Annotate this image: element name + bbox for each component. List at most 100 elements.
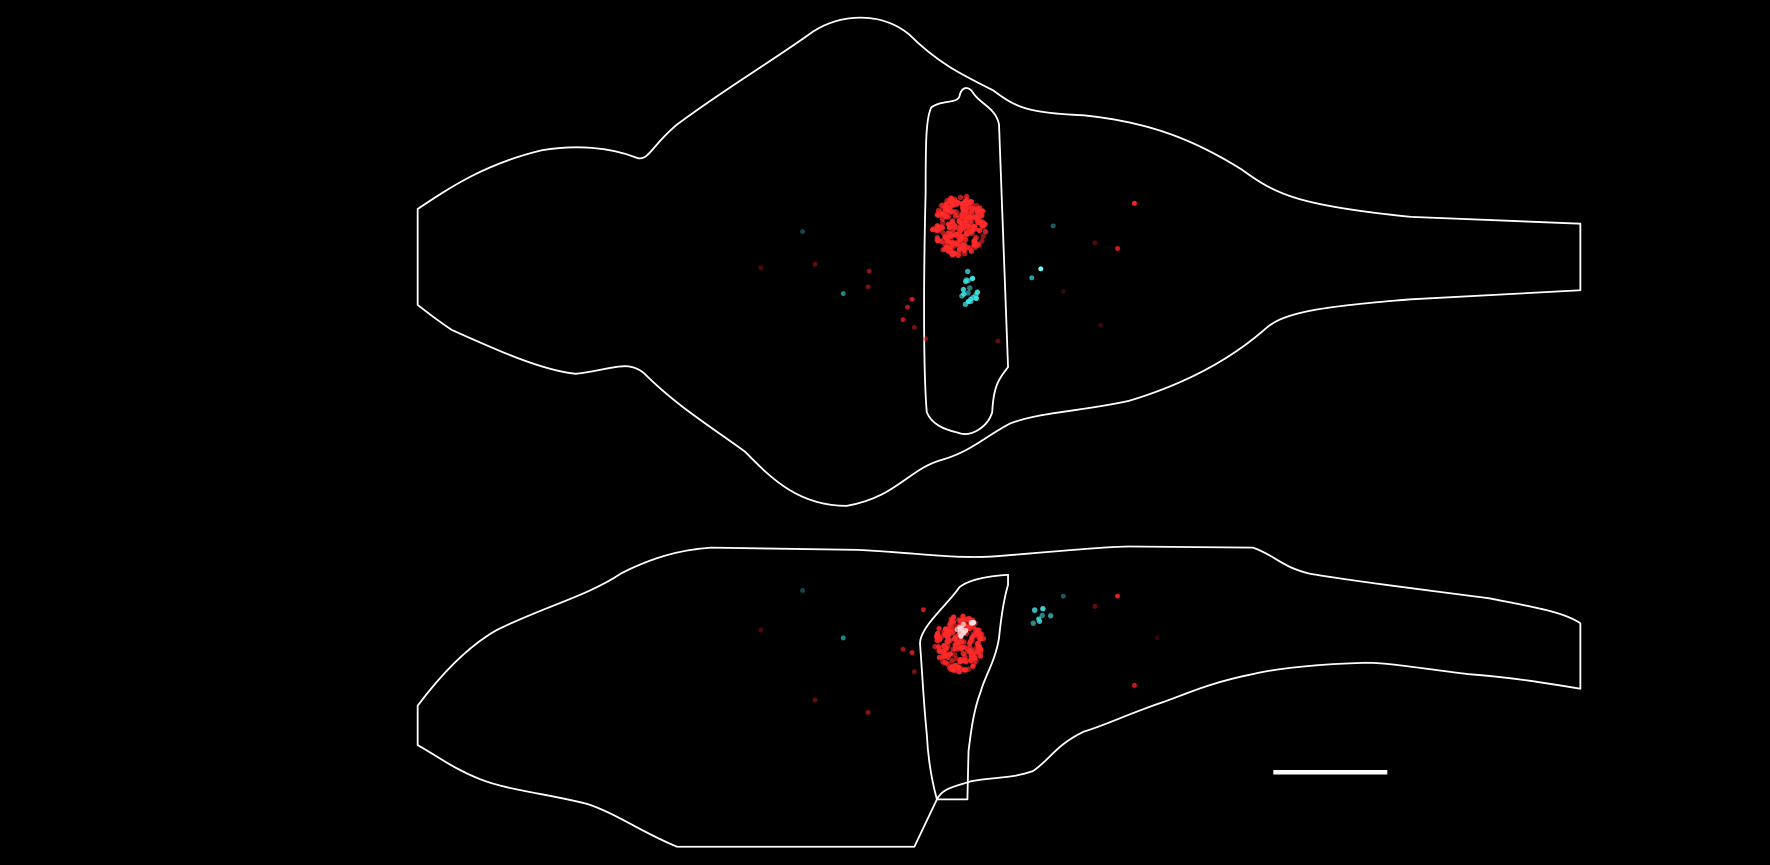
cell	[1031, 607, 1038, 613]
cell	[940, 230, 947, 236]
cell	[959, 201, 965, 207]
cell	[949, 239, 956, 245]
cell	[957, 233, 964, 239]
cell	[950, 646, 956, 653]
cell	[1092, 603, 1098, 609]
cell	[961, 667, 967, 673]
cell	[1029, 275, 1035, 281]
cell	[1092, 240, 1098, 246]
cell	[1039, 612, 1045, 619]
cell	[966, 640, 973, 647]
cell	[905, 304, 911, 310]
cell	[945, 238, 952, 245]
cell	[947, 620, 954, 626]
cell	[938, 238, 944, 245]
cell	[944, 207, 951, 213]
cell	[812, 261, 818, 267]
cell	[758, 265, 764, 271]
cell	[951, 196, 958, 203]
lateral-region	[919, 573, 1009, 801]
cell	[945, 214, 952, 220]
cell	[965, 290, 971, 296]
cell	[840, 635, 846, 641]
cell	[965, 214, 971, 221]
cell	[967, 245, 973, 251]
cell	[968, 620, 974, 626]
cell	[1047, 613, 1054, 619]
cell	[936, 645, 943, 652]
cell	[946, 627, 952, 634]
cell	[936, 654, 943, 661]
cell	[865, 709, 871, 715]
cell	[979, 238, 985, 244]
cell	[900, 646, 906, 652]
cell	[949, 658, 955, 664]
cell	[900, 317, 906, 323]
cell	[954, 201, 960, 207]
cell	[965, 204, 972, 210]
cell	[968, 198, 975, 205]
cell	[970, 663, 976, 669]
cell	[962, 278, 969, 285]
cell	[960, 286, 967, 293]
cell	[978, 208, 984, 215]
cell	[911, 325, 917, 331]
cell	[967, 285, 973, 291]
cell	[1036, 616, 1042, 622]
cell	[959, 244, 966, 250]
cell	[940, 211, 946, 218]
cell	[1154, 635, 1160, 641]
cell	[961, 291, 967, 297]
cell	[952, 250, 959, 257]
cell	[960, 616, 967, 622]
cell	[940, 220, 946, 226]
cell	[942, 652, 949, 659]
cell	[936, 228, 942, 234]
cell	[943, 201, 949, 207]
cell	[947, 245, 953, 252]
cell	[1060, 593, 1066, 599]
cell	[956, 617, 962, 623]
cell	[1131, 200, 1137, 206]
cell	[970, 294, 976, 301]
cell	[758, 627, 764, 633]
cell	[969, 210, 975, 217]
dorsal-outline	[416, 16, 1582, 507]
cell	[957, 624, 963, 631]
cell	[961, 639, 967, 645]
cell	[960, 621, 967, 628]
cell	[800, 588, 806, 594]
cell	[935, 212, 942, 219]
cells	[758, 193, 1160, 715]
cell	[972, 236, 978, 242]
cell	[969, 275, 976, 282]
cell	[909, 296, 915, 302]
cell	[977, 636, 984, 642]
cell	[951, 651, 958, 658]
cell	[963, 659, 969, 665]
cell	[943, 246, 949, 252]
cell	[923, 336, 929, 342]
cell	[866, 268, 872, 274]
cell	[1030, 620, 1036, 626]
cell	[1098, 322, 1104, 328]
cell	[971, 224, 978, 230]
cell	[1115, 593, 1121, 599]
cell	[958, 633, 964, 639]
cell	[964, 268, 971, 275]
cell	[948, 233, 955, 240]
cell	[970, 651, 977, 657]
cell	[960, 207, 967, 213]
cell	[959, 225, 965, 232]
cell	[932, 643, 938, 650]
cell	[956, 644, 962, 650]
cell	[943, 660, 949, 666]
cell	[1060, 288, 1066, 294]
cell	[947, 637, 953, 644]
cell	[934, 223, 940, 229]
cell	[964, 645, 970, 652]
cell	[968, 298, 974, 305]
cell	[930, 226, 936, 233]
